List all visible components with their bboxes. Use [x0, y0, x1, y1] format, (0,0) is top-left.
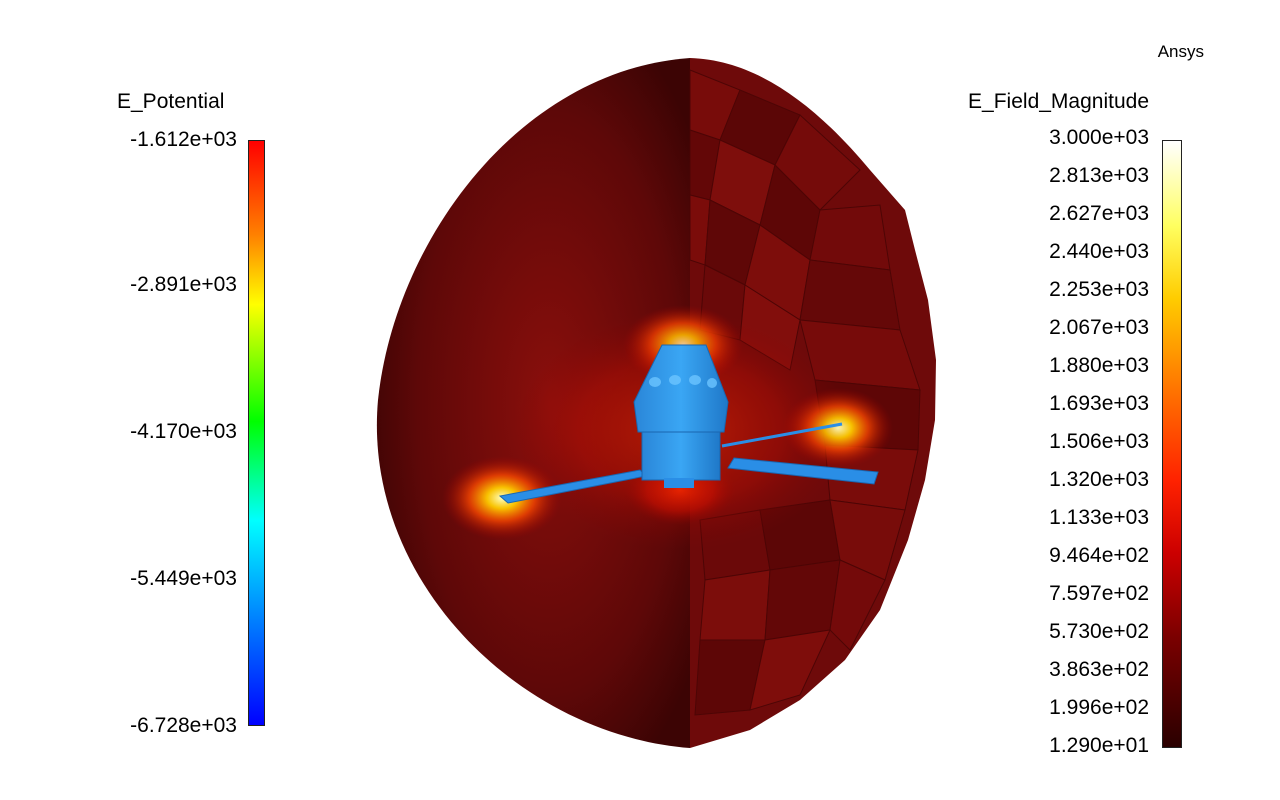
capsule-window [649, 377, 661, 387]
field-tick-label: 1.693e+03 [1049, 392, 1149, 415]
potential-tick-label: -6.728e+03 [130, 714, 237, 737]
service-module[interactable] [641, 424, 721, 481]
potential-legend-title: E_Potential [117, 90, 225, 113]
field-tick-label: 1.320e+03 [1049, 468, 1149, 491]
field-tick-label: 9.464e+02 [1049, 544, 1149, 567]
field-tick-label: 2.067e+03 [1049, 316, 1149, 339]
capsule-window [707, 378, 717, 388]
capsule-window [669, 375, 681, 385]
field-tick-label: 2.813e+03 [1049, 164, 1149, 187]
field-tick-label: 2.440e+03 [1049, 240, 1149, 263]
brand-label: Ansys [1157, 42, 1204, 61]
engine-nozzle[interactable] [664, 478, 694, 488]
crew-capsule[interactable] [633, 344, 729, 433]
spacecraft-model[interactable] [498, 344, 879, 504]
potential-tick-label: -2.891e+03 [130, 273, 237, 296]
potential-tick-label: -1.612e+03 [130, 128, 237, 151]
potential-tick-label: -5.449e+03 [130, 567, 237, 590]
antenna-boom[interactable] [721, 422, 843, 448]
field-tick-label: 7.597e+02 [1049, 582, 1149, 605]
field-tick-label: 1.133e+03 [1049, 506, 1149, 529]
field-tick-label: 2.253e+03 [1049, 278, 1149, 301]
field-tick-label: 3.000e+03 [1049, 126, 1149, 149]
potential-color-bar [248, 140, 265, 726]
field-legend-title: E_Field_Magnitude [968, 90, 1149, 113]
right-solar-panel[interactable] [727, 457, 879, 485]
field-tick-label: 1.506e+03 [1049, 430, 1149, 453]
field-tick-label: 1.290e+01 [1049, 734, 1149, 757]
capsule-window [689, 375, 701, 385]
field-tick-label: 1.996e+02 [1049, 696, 1149, 719]
field-color-bar [1162, 140, 1182, 748]
field-tick-label: 3.863e+02 [1049, 658, 1149, 681]
field-tick-label: 1.880e+03 [1049, 354, 1149, 377]
potential-tick-label: -4.170e+03 [130, 420, 237, 443]
field-tick-label: 2.627e+03 [1049, 202, 1149, 225]
field-tick-label: 5.730e+02 [1049, 620, 1149, 643]
